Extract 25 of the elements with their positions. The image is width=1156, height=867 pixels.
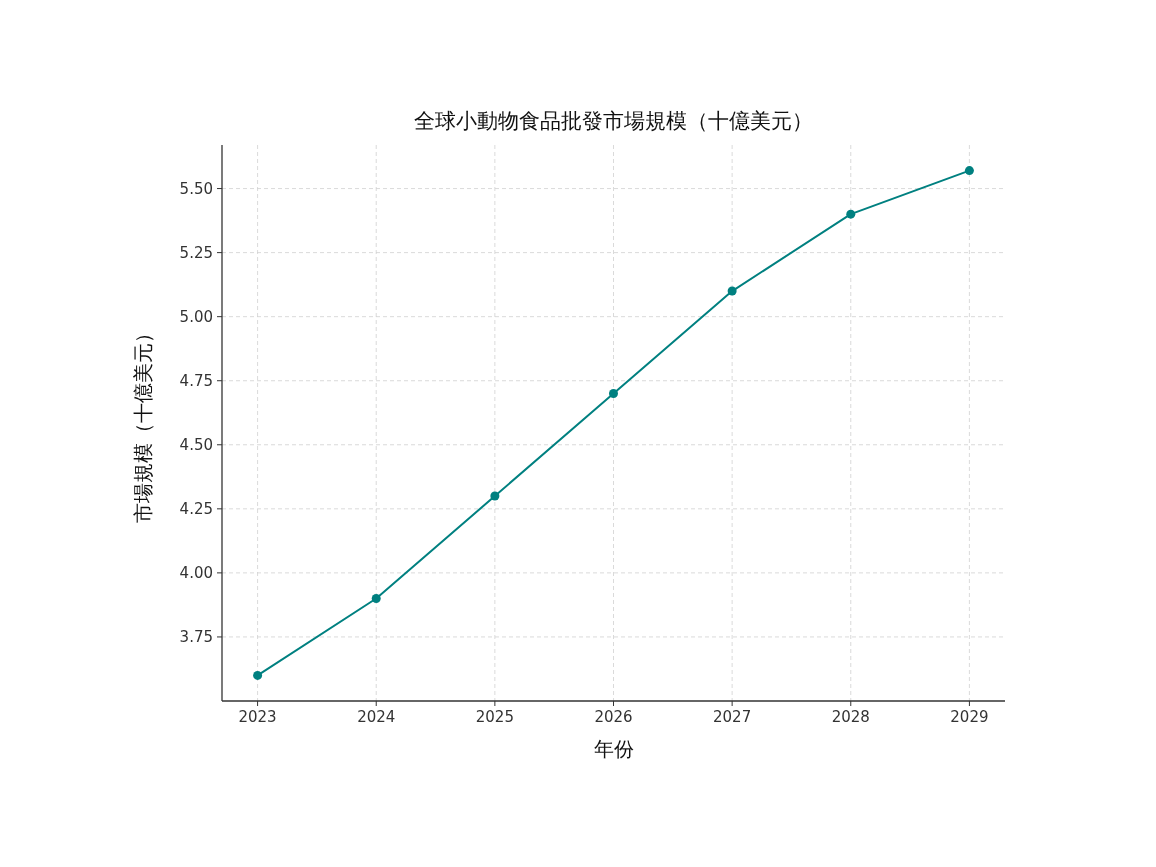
y-tick-label: 5.00 (179, 307, 213, 326)
point (371, 594, 381, 604)
point (609, 389, 618, 399)
x-tick-label: 2023 (238, 708, 277, 726)
x-axis-title: 年份 (593, 737, 634, 761)
y-tick-label: 5.25 (179, 243, 213, 262)
y-tick-label: 4.00 (179, 563, 213, 582)
x-tick-label: 2028 (831, 708, 870, 726)
point (490, 491, 500, 501)
point (727, 286, 737, 296)
x-tick-label: 2029 (950, 708, 989, 726)
x-tick-label: 2027 (713, 708, 752, 726)
y-tick-label: 4.75 (179, 371, 213, 390)
point (253, 670, 263, 680)
y-axis-title: 市場規模（十億美元） (131, 323, 155, 523)
y-tick-label: 4.50 (179, 435, 213, 454)
x-tick-label: 2025 (475, 708, 514, 726)
chart-title: 全球小動物食品批發市場規模（十億美元） (414, 109, 813, 133)
x-tick-label: 2026 (594, 708, 633, 726)
y-tick-label: 4.25 (179, 499, 213, 518)
y-tick-label: 3.75 (179, 627, 213, 646)
y-tick-label: 5.50 (179, 179, 213, 198)
point (846, 209, 856, 219)
x-tick-label: 2024 (357, 708, 396, 726)
point (964, 166, 974, 176)
